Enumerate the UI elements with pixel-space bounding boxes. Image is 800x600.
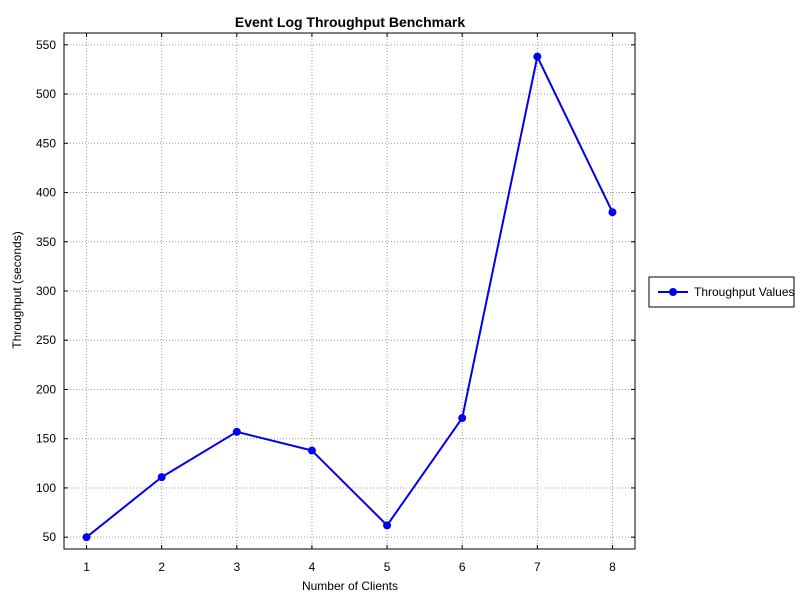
series-line (85, 55, 614, 538)
y-tick-label: 200 (36, 382, 56, 396)
x-tick-label: 2 (158, 560, 165, 574)
legend-label: Throughput Values (694, 285, 795, 299)
y-tick-label: 250 (36, 333, 56, 347)
data-point (533, 52, 542, 61)
y-tick-label: 300 (36, 284, 56, 298)
x-tick-label: 3 (233, 560, 240, 574)
x-axis: 1 2 3 4 5 6 7 8 (83, 33, 616, 574)
legend-marker-swatch (669, 288, 677, 296)
series-layer (82, 52, 617, 542)
y-axis: 50 100 150 200 250 300 350 400 450 500 550 (36, 38, 635, 544)
data-point (383, 521, 392, 530)
data-point (232, 427, 241, 436)
legend: Throughput Values (648, 276, 795, 308)
y-tick-label: 350 (36, 235, 56, 249)
y-tick-label: 50 (43, 530, 57, 544)
chart-title: Event Log Throughput Benchmark (235, 14, 465, 30)
data-point (458, 414, 467, 423)
y-tick-label: 550 (36, 38, 56, 52)
x-tick-label: 5 (384, 560, 391, 574)
data-point (82, 533, 91, 542)
y-tick-label: 450 (36, 136, 56, 150)
x-tick-label: 6 (459, 560, 466, 574)
y-axis-label: Throughput (seconds) (10, 231, 24, 348)
x-axis-label: Number of Clients (302, 579, 398, 593)
data-point (307, 446, 316, 455)
y-tick-label: 500 (36, 87, 56, 101)
x-tick-label: 7 (534, 560, 541, 574)
y-tick-label: 150 (36, 432, 56, 446)
x-tick-label: 1 (83, 560, 90, 574)
data-point (608, 208, 617, 217)
data-point (157, 473, 166, 482)
y-tick-label: 100 (36, 481, 56, 495)
y-tick-label: 400 (36, 186, 56, 200)
x-tick-label: 4 (309, 560, 316, 574)
x-tick-label: 8 (609, 560, 616, 574)
